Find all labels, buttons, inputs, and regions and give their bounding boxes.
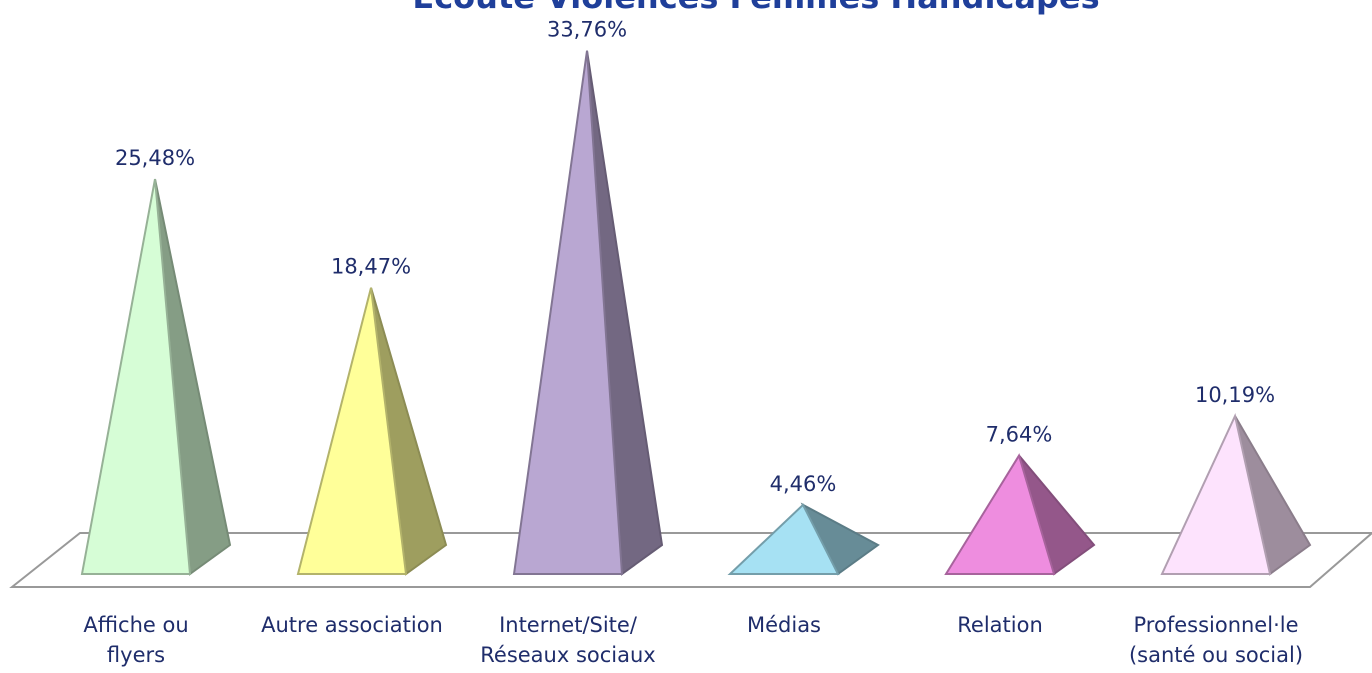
pyramid [296, 287, 448, 576]
category-label: Professionnel·le [1134, 613, 1299, 637]
pyramid-front [1160, 412, 1272, 575]
pyramid-front [512, 50, 624, 575]
pyramid [512, 50, 664, 576]
pyramid-front [727, 503, 840, 575]
category-label: flyers [107, 643, 165, 667]
value-label: 10,19% [1195, 383, 1275, 407]
category-label: Affiche ou [83, 613, 188, 637]
category-label: Internet/Site/ [499, 613, 638, 637]
value-label: 25,48% [115, 146, 195, 170]
category-label: (santé ou social) [1129, 643, 1303, 667]
value-label: 7,64% [986, 423, 1053, 447]
category-label: Relation [957, 613, 1043, 637]
pyramid-front [296, 287, 408, 575]
chart-title: Écoute Violences Femmes Handicapés [412, 0, 1099, 16]
category-label: Réseaux sociaux [480, 643, 656, 667]
value-label: 18,47% [331, 255, 411, 279]
category-label: Autre association [261, 613, 443, 637]
category-label: Médias [747, 613, 821, 637]
value-label: 4,46% [770, 472, 837, 496]
pyramid-front [80, 178, 192, 575]
value-label: 33,76% [547, 18, 627, 42]
pyramid [1160, 412, 1312, 576]
pyramid [944, 453, 1096, 576]
pyramid [727, 502, 880, 576]
floor [9, 532, 1372, 588]
pyramid-front [944, 453, 1056, 575]
pyramid [80, 178, 232, 576]
